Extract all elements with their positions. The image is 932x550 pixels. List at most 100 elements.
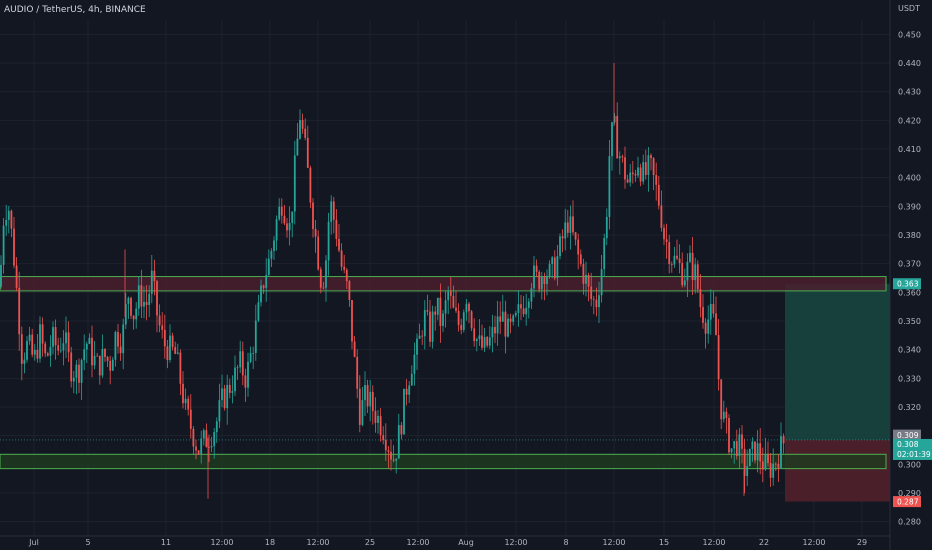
x-tick-label: Jul <box>28 538 39 547</box>
candle-body <box>603 238 606 270</box>
candle-body <box>462 312 465 330</box>
take-profit-zone <box>785 283 890 440</box>
candle-body <box>499 316 502 322</box>
candle-body <box>512 315 515 322</box>
candle-body <box>345 269 348 282</box>
candle-body <box>88 337 91 344</box>
candle-body <box>665 239 668 243</box>
candle-body <box>746 466 749 477</box>
candle-body <box>392 459 395 461</box>
candle-body <box>436 297 439 315</box>
candle-body <box>442 313 444 326</box>
candle-body <box>166 346 169 361</box>
candle-body <box>592 299 595 300</box>
candle-body <box>296 138 299 156</box>
candle-body <box>720 379 723 420</box>
y-tick-label: 0.400 <box>898 174 921 183</box>
candle-body <box>533 265 535 289</box>
candle-body <box>122 324 125 354</box>
candle-body <box>712 303 715 314</box>
candle-body <box>223 388 226 409</box>
candle-body <box>197 450 200 454</box>
candle-body <box>109 360 112 371</box>
candle-body <box>559 236 561 257</box>
candle-body <box>642 162 645 182</box>
candle-body <box>371 391 374 411</box>
candle-body <box>70 352 73 382</box>
candle-body <box>65 332 67 344</box>
candle-body <box>163 329 166 347</box>
candle-body <box>577 239 580 255</box>
candle-body <box>566 222 569 233</box>
candle-body <box>327 221 330 261</box>
candle-body <box>616 115 619 159</box>
candle-body <box>54 327 57 346</box>
candle-body <box>221 388 223 401</box>
support-zone <box>0 453 887 470</box>
candle-body <box>715 313 717 336</box>
candle-body <box>234 367 236 392</box>
x-tick-label: 12:00 <box>802 538 825 547</box>
candle-body <box>2 225 5 265</box>
candle-body <box>481 335 483 348</box>
candle-body <box>200 438 203 454</box>
candle-body <box>265 275 268 288</box>
candle-body <box>75 364 78 378</box>
candle-body <box>267 258 270 276</box>
candle-body <box>23 359 26 364</box>
candle-body <box>15 265 18 288</box>
candle-body <box>312 202 314 230</box>
candle-body <box>195 446 197 451</box>
candle-body <box>288 222 291 231</box>
candle-body <box>335 219 338 239</box>
y-tick-label: 0.430 <box>898 88 921 97</box>
candle-body <box>403 388 405 435</box>
candle-body <box>26 340 28 360</box>
candle-body <box>613 115 616 123</box>
candle-body <box>395 458 398 461</box>
y-tick-label: 0.440 <box>898 59 921 68</box>
candle-body <box>564 222 567 239</box>
candle-body <box>208 447 210 448</box>
candle-body <box>135 308 138 320</box>
candle-body <box>387 450 390 452</box>
candle-body <box>379 415 382 436</box>
candle-body <box>561 236 564 239</box>
candle-body <box>361 400 364 425</box>
candle-body <box>67 332 70 353</box>
candle-body <box>709 303 712 320</box>
candle-body <box>413 354 416 374</box>
candle-body <box>696 264 699 290</box>
candle-body <box>587 274 590 287</box>
candle-body <box>748 448 751 467</box>
candle-body <box>501 311 504 322</box>
x-tick-label: 5 <box>85 538 90 547</box>
candle-body <box>621 156 624 158</box>
candle-body <box>226 384 229 409</box>
candle-body <box>59 350 62 352</box>
candle-body <box>286 223 288 231</box>
candle-body <box>270 250 273 259</box>
candle-body <box>104 348 106 358</box>
candle-body <box>340 250 343 267</box>
candle-body <box>213 432 216 447</box>
x-tick-label: 11 <box>161 538 171 547</box>
candle-body <box>569 216 572 233</box>
candle-body <box>548 264 551 277</box>
x-tick-label: 8 <box>563 538 568 547</box>
candle-body <box>364 385 366 401</box>
candle-body <box>7 210 10 220</box>
candle-body <box>171 335 174 348</box>
candle-body <box>670 264 673 265</box>
candle-body <box>299 120 301 139</box>
candle-body <box>452 295 455 308</box>
y-tick-label: 0.450 <box>898 30 921 39</box>
candle-body <box>639 167 642 182</box>
candle-body <box>85 343 88 350</box>
candle-body <box>530 288 533 302</box>
candle-body <box>769 463 772 478</box>
candle-body <box>429 311 431 342</box>
y-tick-label: 0.390 <box>898 202 921 211</box>
candle-body <box>465 303 468 313</box>
